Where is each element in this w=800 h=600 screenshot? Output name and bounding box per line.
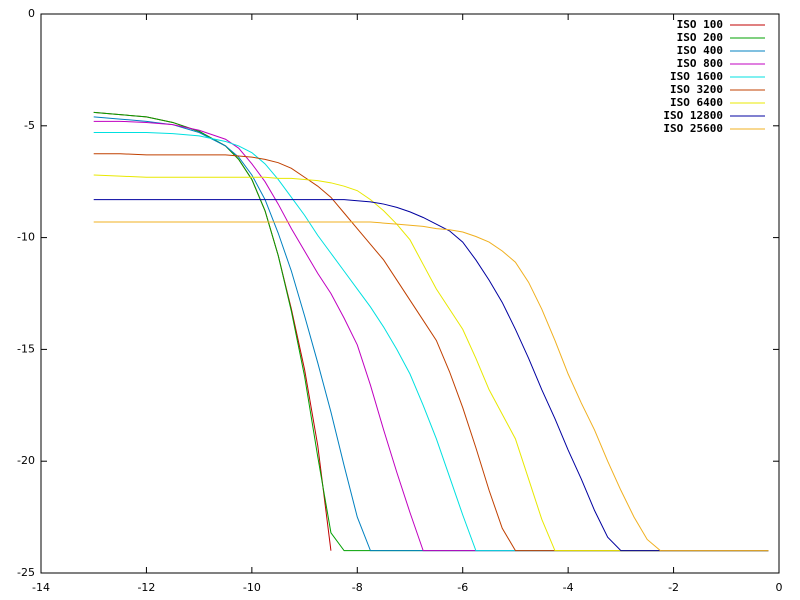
- y-tick-label: -15: [17, 342, 35, 355]
- legend-label: ISO 12800: [663, 109, 723, 122]
- y-tick-label: -20: [17, 454, 35, 467]
- legend-label: ISO 100: [677, 18, 723, 31]
- series-line: [93, 199, 769, 552]
- series-line: [93, 153, 769, 552]
- legend-label: ISO 800: [677, 57, 723, 70]
- x-tick-label: -2: [668, 581, 679, 594]
- x-tick-label: -6: [457, 581, 468, 594]
- y-tick-label: -25: [17, 566, 35, 579]
- x-tick-label: -4: [563, 581, 574, 594]
- series-line: [93, 120, 769, 552]
- legend-label: ISO 3200: [670, 83, 723, 96]
- plot-frame: [40, 13, 780, 574]
- series-line: [93, 174, 769, 552]
- x-tick-label: -14: [32, 581, 50, 594]
- x-tick-label: -12: [137, 581, 155, 594]
- x-tick-label: 0: [776, 581, 783, 594]
- legend-label: ISO 200: [677, 31, 723, 44]
- x-tick-label: -8: [352, 581, 363, 594]
- legend-label: ISO 400: [677, 44, 723, 57]
- legend-label: ISO 6400: [670, 96, 723, 109]
- series-line: [93, 132, 769, 552]
- series-line: [93, 221, 769, 552]
- series-line: [93, 116, 769, 552]
- legend-label: ISO 25600: [663, 122, 723, 135]
- legend-label: ISO 1600: [670, 70, 723, 83]
- y-tick-label: -5: [24, 119, 35, 132]
- y-tick-label: -10: [17, 231, 35, 244]
- x-tick-label: -10: [243, 581, 261, 594]
- y-tick-label: 0: [28, 7, 35, 20]
